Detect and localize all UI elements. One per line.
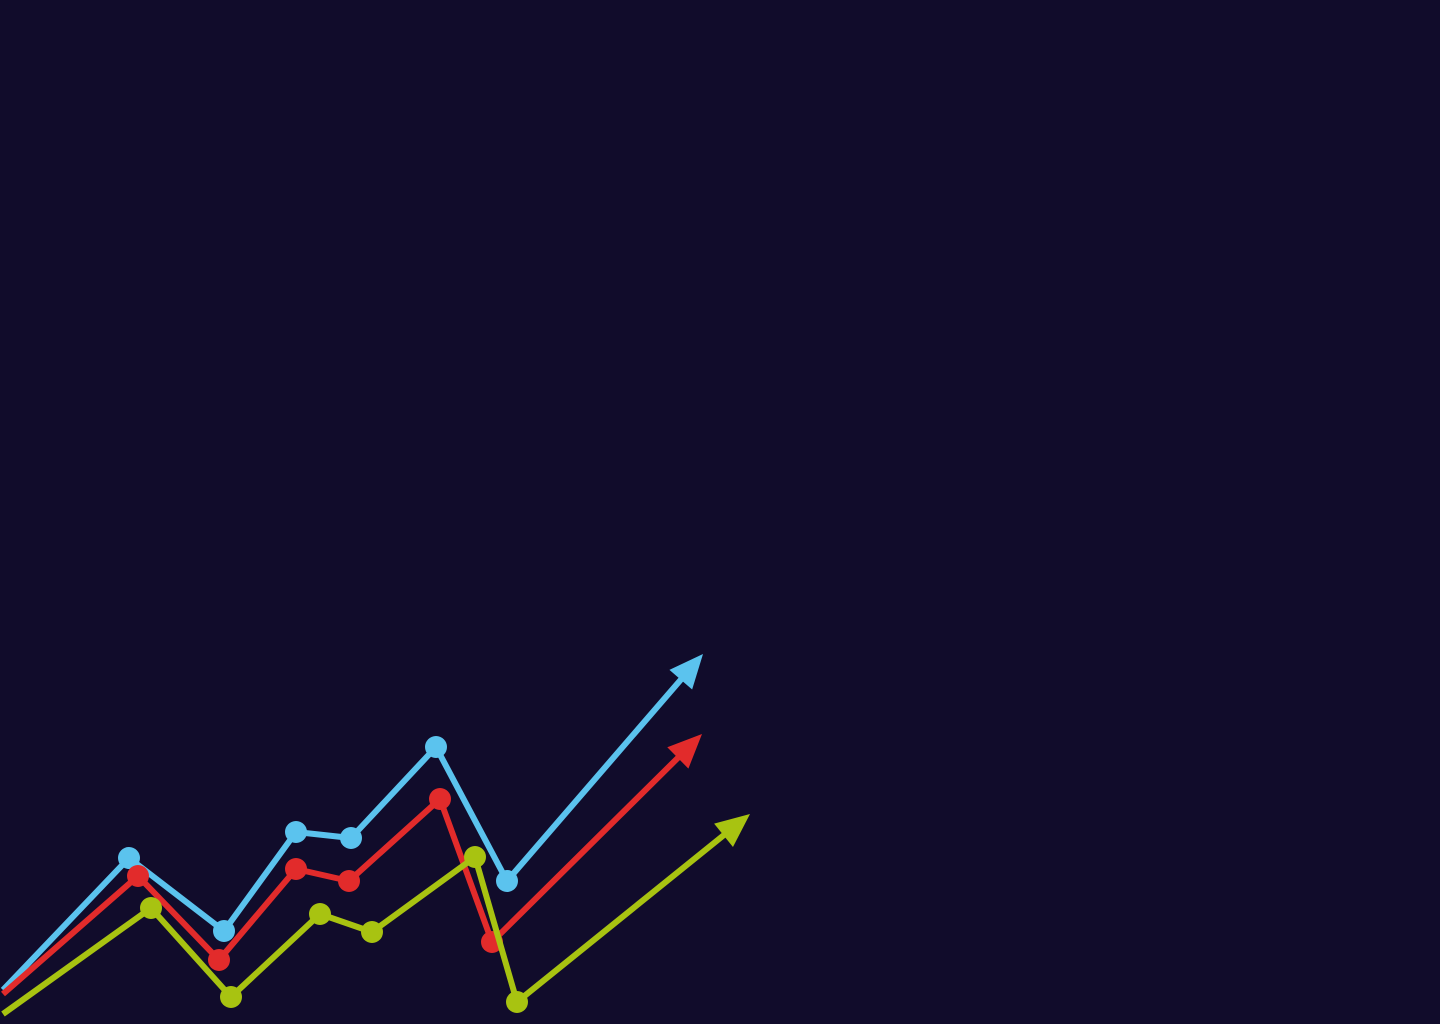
series-2-point-2 <box>127 865 149 887</box>
series-1-point-5 <box>340 827 362 849</box>
series-1-point-3 <box>213 920 235 942</box>
series-3 <box>1 814 750 1017</box>
series-3-point-7 <box>506 991 528 1013</box>
series-2-line <box>1 746 690 997</box>
series-3-point-4 <box>309 903 331 925</box>
series-2-point-4 <box>285 858 307 880</box>
series-2-point-6 <box>429 788 451 810</box>
series-3-arrowhead <box>714 814 750 848</box>
series-3-point-3 <box>220 986 242 1008</box>
series-2-point-5 <box>338 870 360 892</box>
series-1-point-7 <box>496 870 518 892</box>
series-3-point-6 <box>464 846 486 868</box>
series-3-point-5 <box>361 921 383 943</box>
series-1-point-4 <box>285 821 307 843</box>
series-2-arrowhead <box>667 734 702 769</box>
series-3-line <box>1 824 737 1017</box>
series-2-point-3 <box>208 949 230 971</box>
series-1-point-2 <box>118 847 140 869</box>
series-3-point-2 <box>140 897 162 919</box>
series-1-point-6 <box>425 736 447 758</box>
series-1-arrowhead <box>669 654 703 690</box>
